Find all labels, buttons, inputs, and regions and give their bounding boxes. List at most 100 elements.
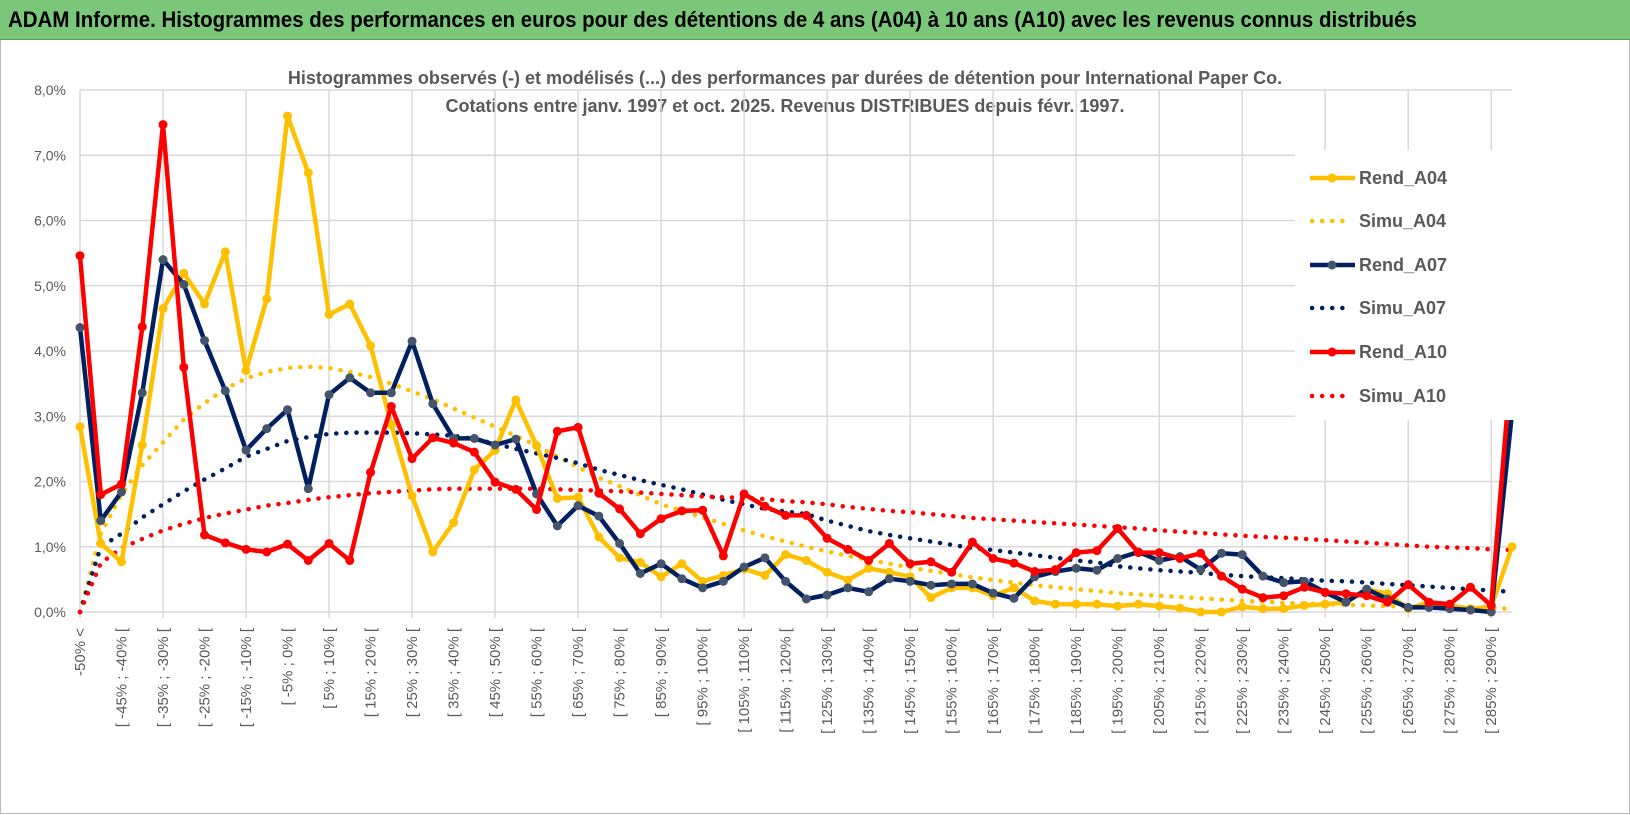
data-point [469,433,479,443]
data-point [801,594,811,604]
y-tick-label: 4,0% [34,343,66,359]
x-tick-label: [ -35% ; -30% [ [155,627,172,727]
data-point [677,574,687,584]
x-tick-label: [ 145% ; 150% [ [902,627,919,734]
series-line-Simu_A10 [77,486,1515,615]
data-point [1445,599,1455,609]
data-point [781,550,791,560]
data-point [905,559,915,569]
x-tick-label: [ 105% ; 110% [ [736,627,753,733]
x-tick-label: [ 285% ; 290% [ [1483,627,1500,734]
data-point [1258,571,1268,581]
data-point [386,401,396,411]
data-point [905,576,915,586]
data-point [615,538,625,548]
report-title: ADAM Informe. Histogrammes des performan… [8,7,1417,32]
y-tick-label: 7,0% [34,147,66,163]
legend-label: Rend_A04 [1359,168,1447,188]
data-point [75,422,85,432]
data-point [1175,553,1185,563]
data-point [1030,596,1040,606]
legend-box [1295,150,1520,420]
x-tick-label: [ 225% ; 230% [ [1234,627,1251,734]
data-point [200,299,210,309]
legend-marker [1327,260,1337,270]
data-point [490,477,500,487]
data-point [615,504,625,514]
x-tick-label: [ 5% ; 10% [ [321,627,338,709]
data-point [822,590,832,600]
data-point [1237,584,1247,594]
data-point [677,559,687,569]
chart-subtitle: Cotations entre janv. 1997 et oct. 2025.… [446,96,1125,116]
x-tick-label: [ 235% ; 240% [ [1276,627,1293,734]
data-point [635,557,645,567]
y-tick-label: 1,0% [34,539,66,555]
y-tick-label: 3,0% [34,408,66,424]
data-point [884,567,894,577]
data-point [220,247,230,257]
data-point [200,530,210,540]
x-tick-label: [ -25% ; -20% [ [197,627,214,727]
data-point [1092,599,1102,609]
data-point [1258,604,1268,614]
x-tick-label: [ 215% ; 220% [ [1193,627,1210,734]
data-point [1071,599,1081,609]
data-point [781,510,791,520]
data-point [947,567,957,577]
series-group [75,111,1517,617]
data-point [241,445,251,455]
data-point [1486,600,1496,610]
data-point [1133,548,1143,558]
data-point [656,514,666,524]
data-point [573,492,583,502]
x-tick-label: [ 85% ; 90% [ [653,627,670,717]
data-point [428,547,438,557]
series-line-Rend_A07 [77,257,1515,615]
data-point [137,388,147,398]
data-point [1113,553,1123,563]
x-tick-label: [ 245% ; 250% [ [1317,627,1334,734]
data-point [988,553,998,563]
data-point [739,562,749,572]
data-point [428,433,438,443]
data-point [573,422,583,432]
data-point [303,168,313,178]
x-tick-label: [ 95% ; 100% [ [695,627,712,725]
data-point [801,555,811,565]
series-Simu_A04 [77,364,1515,615]
data-point [1196,607,1206,617]
data-point [179,362,189,372]
data-point [1320,587,1330,597]
data-point [532,505,542,515]
data-point [801,510,811,520]
data-point [1154,548,1164,558]
data-point [241,366,251,376]
data-point [1237,602,1247,612]
data-point [75,323,85,333]
data-point [843,544,853,554]
data-point [366,388,376,398]
data-point [407,336,417,346]
data-point [1133,599,1143,609]
data-point [1362,584,1372,594]
y-tick-label: 5,0% [34,278,66,294]
data-point [1237,550,1247,560]
data-point [1113,523,1123,533]
y-tick-label: 0,0% [34,604,66,620]
data-point [1507,542,1517,552]
data-point [1030,567,1040,577]
x-tick-label: [ 155% ; 160% [ [944,627,961,734]
data-point [1092,565,1102,575]
x-tick-label: [ 35% ; 40% [ [446,627,463,717]
data-point [345,373,355,383]
data-point [303,555,313,565]
data-point [532,441,542,451]
data-point [1279,591,1289,601]
y-tick-label: 8,0% [34,82,66,98]
data-point [283,405,293,415]
data-point [1465,582,1475,592]
data-point [1175,603,1185,613]
data-point [1154,555,1164,565]
